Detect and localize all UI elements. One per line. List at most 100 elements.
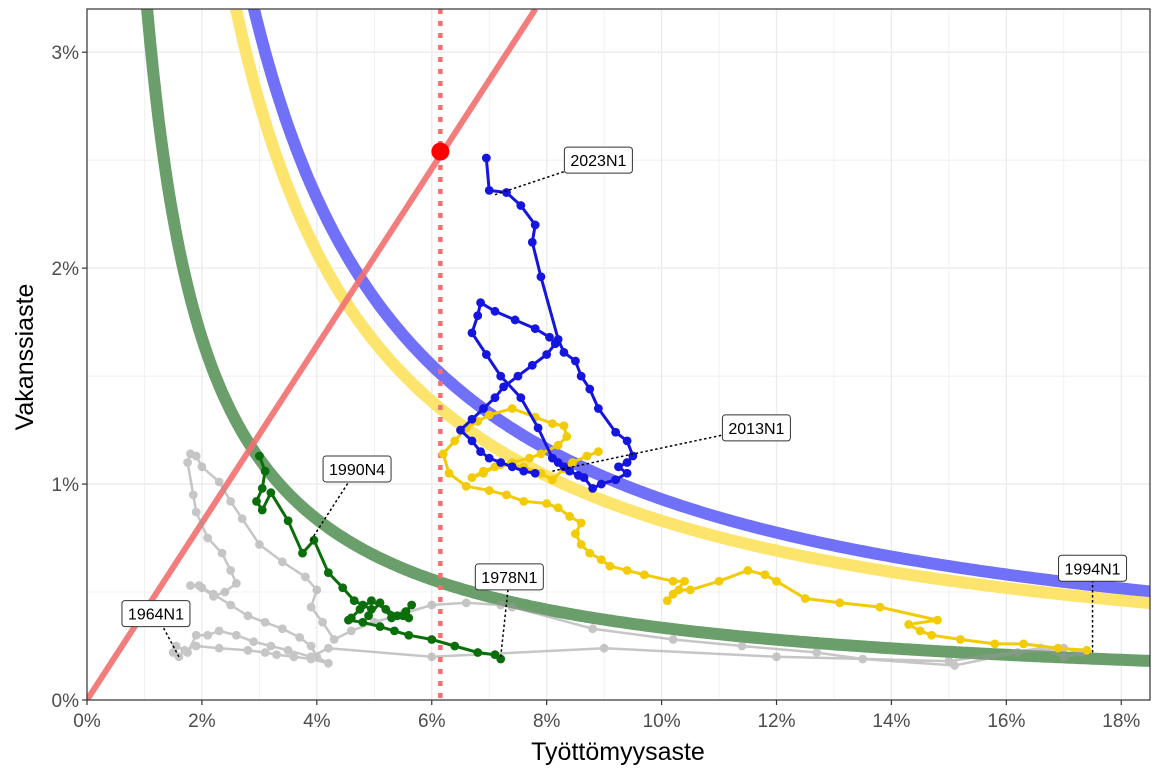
data-point: [283, 645, 293, 655]
data-point: [548, 475, 557, 485]
data-point: [277, 624, 287, 634]
data-point: [548, 419, 557, 428]
data-point: [467, 473, 477, 482]
data-point: [548, 453, 557, 463]
data-point: [467, 414, 477, 424]
data-point: [197, 583, 207, 593]
hyperbola-curve: [141, 9, 1150, 667]
data-point: [323, 643, 333, 653]
data-point: [550, 339, 560, 349]
data-point: [519, 496, 529, 506]
data-point: [605, 561, 615, 571]
annotation-box: [563, 146, 633, 174]
data-point: [668, 589, 678, 599]
annotation-box: [121, 600, 191, 628]
data-point: [375, 598, 385, 608]
data-point: [510, 315, 520, 325]
data-point: [312, 585, 322, 595]
data-point: [476, 447, 485, 457]
data-point: [530, 324, 540, 333]
data-point: [536, 272, 546, 282]
data-point: [214, 626, 224, 636]
data-point: [257, 505, 267, 515]
data-point: [915, 626, 925, 636]
data-point: [484, 185, 494, 195]
data-point: [183, 648, 192, 657]
x-tick-label: 18%: [1102, 711, 1140, 732]
data-point: [516, 201, 526, 210]
data-point: [668, 576, 678, 586]
data-point: [237, 514, 247, 524]
data-point: [254, 451, 264, 461]
data-point: [927, 630, 937, 640]
data-point: [525, 453, 534, 463]
data-point: [306, 602, 316, 612]
data-point: [260, 617, 270, 627]
data-point: [283, 516, 293, 526]
annotation-label: 1964N1: [128, 607, 184, 624]
series-blue: [456, 153, 638, 493]
data-point: [519, 466, 529, 476]
data-point: [585, 548, 595, 558]
data-point: [257, 483, 267, 493]
series-grey: [168, 449, 1086, 670]
data-point: [565, 512, 575, 521]
data-point: [381, 604, 391, 614]
data-point: [392, 611, 402, 621]
y-axis-title: Vakanssiaste: [11, 284, 39, 431]
data-point: [1019, 639, 1028, 649]
data-point: [277, 557, 287, 567]
data-point: [614, 462, 623, 472]
data-point: [309, 535, 319, 545]
data-point: [479, 466, 488, 476]
data-point: [507, 404, 517, 413]
data-point: [662, 596, 672, 606]
hyperbola-curve: [247, 9, 1150, 598]
data-point: [295, 632, 304, 642]
data-point: [191, 507, 201, 517]
data-point: [191, 641, 201, 651]
data-point: [611, 475, 621, 485]
data-point: [904, 620, 914, 629]
data-point: [516, 393, 526, 403]
data-point: [533, 423, 543, 433]
x-tick-label: 0%: [73, 711, 101, 732]
data-point: [243, 645, 253, 655]
data-point: [390, 626, 399, 636]
data-point: [596, 555, 606, 565]
data-point: [186, 581, 195, 590]
data-point: [622, 436, 632, 446]
data-point: [484, 453, 494, 463]
x-axis-title: Työttömyysaste: [531, 738, 705, 766]
data-point: [714, 576, 724, 586]
data-point: [323, 568, 333, 577]
data-point: [450, 436, 460, 446]
data-point: [490, 306, 500, 316]
data-point: [496, 371, 506, 381]
x-tick-label: 16%: [987, 711, 1025, 732]
data-point: [266, 641, 276, 651]
data-point: [203, 630, 213, 640]
x-tick-label: 4%: [303, 711, 331, 732]
data-point: [1053, 643, 1063, 653]
data-point: [530, 468, 540, 478]
annotation-box: [721, 414, 791, 442]
data-point: [476, 298, 485, 308]
data-point: [527, 237, 537, 247]
data-point: [835, 598, 845, 608]
data-point: [438, 449, 448, 459]
series-gold: [438, 404, 1092, 655]
data-point: [639, 570, 649, 580]
annotation-label: 1994N1: [1065, 561, 1121, 578]
data-point: [349, 596, 359, 606]
data-point: [875, 602, 885, 612]
data-point: [562, 432, 572, 441]
data-point: [507, 462, 517, 472]
data-point: [1059, 652, 1069, 662]
data-point: [496, 600, 506, 610]
data-point: [990, 639, 1000, 649]
data-point: [743, 566, 753, 575]
data-point: [220, 587, 230, 597]
data-point: [444, 468, 454, 478]
